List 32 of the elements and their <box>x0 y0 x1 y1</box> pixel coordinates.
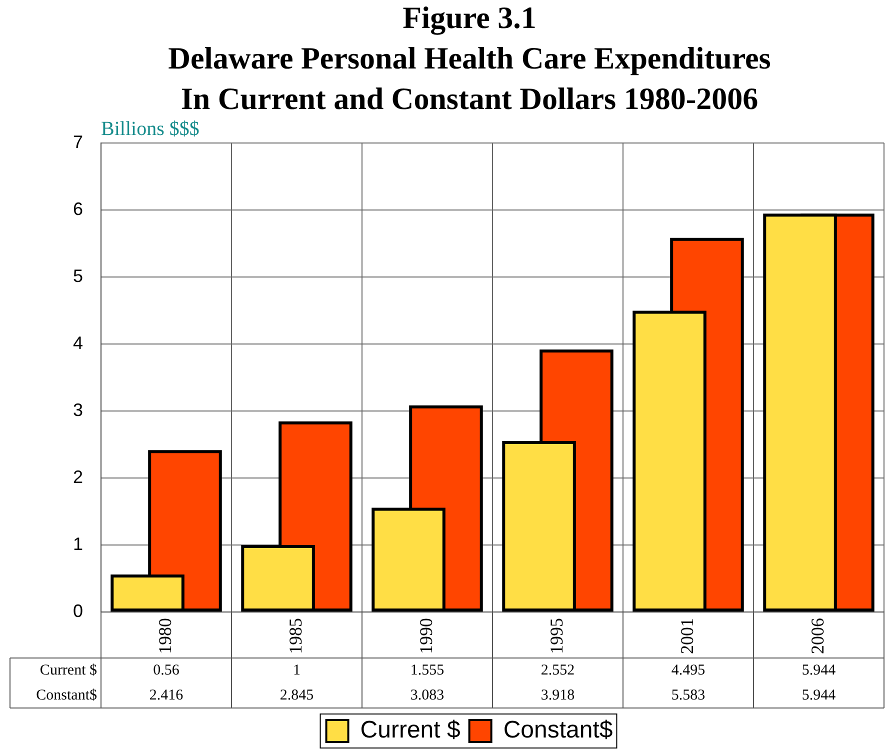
chart-title: Figure 3.1 Delaware Personal Health Care Expenditures In Current and Constant Dollars 1980-2006 <box>168 0 771 116</box>
y-tick-label: 1 <box>72 534 84 554</box>
text: Constant$ <box>36 687 98 704</box>
x-tick-label: 2006 <box>807 618 828 654</box>
data-label: 1 <box>293 662 301 678</box>
data-label: 2.416 <box>149 687 184 704</box>
data-label: 2.845 <box>280 687 314 704</box>
data-label: 3.083 <box>410 687 444 704</box>
y-tick-label: 3 <box>72 400 84 420</box>
text: Current $ <box>40 662 98 678</box>
y-tick-label: 6 <box>72 198 84 219</box>
y-axis-title: Billions $$$ <box>101 118 200 140</box>
data-label: 5.944 <box>802 662 836 678</box>
y-tick-label: 0 <box>72 600 84 621</box>
data-label: 5.944 <box>802 687 836 704</box>
data-label: 0.56 <box>153 662 180 678</box>
data-label: 2.552 <box>540 662 575 678</box>
y-tick-label: 4 <box>72 332 84 353</box>
y-tick-label: 2 <box>72 466 84 487</box>
y-tick-label: 7 <box>72 132 84 152</box>
legend-label: Constant$ <box>503 716 613 744</box>
data-label: 3.918 <box>540 687 575 704</box>
data-label: 1.555 <box>410 662 444 678</box>
y-tick-label: 5 <box>72 266 84 286</box>
legend-label: Current $ <box>360 716 460 744</box>
data-label: 4.495 <box>671 662 706 678</box>
x-tick-label: 1995 <box>546 618 566 654</box>
x-tick-label: 1990 <box>416 618 436 654</box>
data-label: 5.583 <box>671 687 706 704</box>
x-tick-label: 1980 <box>154 618 175 654</box>
x-tick-label: 1985 <box>285 618 306 654</box>
x-tick-label: 2001 <box>676 618 697 654</box>
